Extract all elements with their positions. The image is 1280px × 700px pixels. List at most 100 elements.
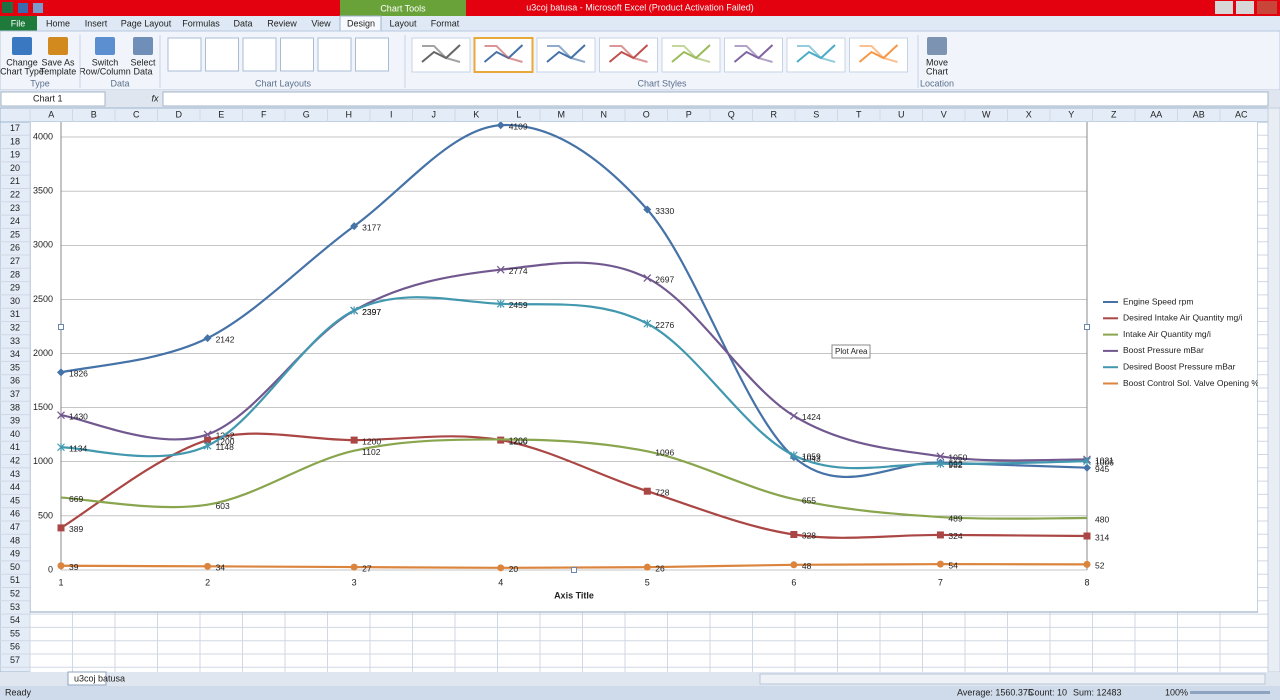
app-icon[interactable] xyxy=(2,2,13,13)
data-label: 2397 xyxy=(362,307,381,317)
column-header: E xyxy=(218,109,224,119)
window-title: u3coj batusa - Microsoft Excel (Product … xyxy=(526,2,754,12)
column-header: AC xyxy=(1235,109,1248,119)
marker xyxy=(643,563,651,571)
chart-area[interactable] xyxy=(30,100,1258,613)
y-tick-label: 0 xyxy=(48,564,53,574)
marker xyxy=(1083,463,1091,472)
fx-button[interactable]: fx xyxy=(151,93,159,103)
row-header: 24 xyxy=(10,216,20,226)
column-header: T xyxy=(856,109,862,119)
data-label: 3330 xyxy=(655,206,674,216)
row-header: 44 xyxy=(10,482,20,492)
formula-input[interactable] xyxy=(162,91,1269,107)
data-label: 328 xyxy=(802,531,816,541)
marker xyxy=(57,562,65,570)
ribbon-tab[interactable]: Data xyxy=(233,18,252,28)
ribbon-tab[interactable]: File xyxy=(11,18,26,28)
save-icon[interactable] xyxy=(18,3,28,13)
restore[interactable] xyxy=(1236,1,1254,14)
data-label: 54 xyxy=(948,560,958,570)
marker xyxy=(57,443,65,452)
row-header: 51 xyxy=(10,575,20,585)
y-tick-label: 3000 xyxy=(33,240,53,250)
legend-label: Intake Air Quantity mg/i xyxy=(1123,329,1211,339)
ribbon-tab[interactable]: Formulas xyxy=(182,18,220,28)
data-label: 324 xyxy=(948,531,962,541)
row-header: 54 xyxy=(10,615,20,625)
close[interactable] xyxy=(1257,1,1277,14)
selection-handle[interactable] xyxy=(1084,324,1090,330)
sheet-tab[interactable]: u3coj batusa xyxy=(74,673,125,683)
row-header: 37 xyxy=(10,389,20,399)
ribbon-tab[interactable]: Home xyxy=(46,18,70,28)
row-header: 40 xyxy=(10,429,20,439)
undo-icon[interactable] xyxy=(33,3,43,13)
context-tab-bg xyxy=(340,0,466,16)
style-thumb-line xyxy=(671,44,711,63)
name-box[interactable] xyxy=(0,91,106,107)
row-header-col xyxy=(0,121,31,673)
row-header: 22 xyxy=(10,190,20,200)
ribbon-button-icon[interactable] xyxy=(12,37,32,55)
column-header: U xyxy=(898,109,905,119)
series-line xyxy=(60,261,1088,462)
column-header: D xyxy=(176,109,183,119)
ribbon-button-icon[interactable] xyxy=(95,37,115,55)
horizontal-scrollbar[interactable] xyxy=(759,673,1266,685)
data-label: 728 xyxy=(655,487,669,497)
zoom-slider[interactable] xyxy=(1190,691,1270,694)
minimize[interactable] xyxy=(1215,1,1233,14)
row-header: 32 xyxy=(10,323,20,333)
layout-thumb[interactable] xyxy=(355,37,389,72)
layout-thumb[interactable] xyxy=(317,37,352,72)
vertical-scrollbar[interactable] xyxy=(1267,107,1280,673)
data-label: 1102 xyxy=(362,447,381,457)
layout-thumb[interactable] xyxy=(205,37,239,72)
row-header: 27 xyxy=(10,256,20,266)
y-tick-label: 500 xyxy=(38,510,53,520)
data-label: 1006 xyxy=(1095,457,1114,467)
data-label: 26 xyxy=(655,563,665,573)
data-label: 669 xyxy=(69,494,83,504)
row-header: 56 xyxy=(10,642,20,652)
selection-handle[interactable] xyxy=(58,324,64,330)
marker xyxy=(203,441,212,450)
layout-thumb[interactable] xyxy=(242,37,277,72)
data-label: 2276 xyxy=(655,320,674,330)
data-label: 34 xyxy=(216,563,226,573)
layout-thumb[interactable] xyxy=(167,37,202,72)
legend-label: Engine Speed rpm xyxy=(1123,296,1193,306)
data-label: 3177 xyxy=(362,222,381,232)
context-tab: Chart Tools xyxy=(380,3,426,13)
marker xyxy=(57,411,65,420)
style-thumb-line2 xyxy=(734,45,773,63)
ribbon-tab[interactable]: Format xyxy=(431,18,460,28)
ribbon-button-icon[interactable] xyxy=(48,37,68,55)
data-label: 314 xyxy=(1095,532,1109,542)
sheet-tab-bg xyxy=(67,671,107,686)
ribbon-tab[interactable]: Insert xyxy=(85,18,108,28)
ribbon-tab[interactable]: Page Layout xyxy=(121,18,172,28)
data-label: 603 xyxy=(216,501,230,511)
row-header: 33 xyxy=(10,336,20,346)
ribbon-tab[interactable]: View xyxy=(311,18,331,28)
ribbon-button-icon[interactable] xyxy=(927,37,947,55)
row-header: 29 xyxy=(10,283,20,293)
selection-handle[interactable] xyxy=(571,567,577,573)
x-tick-label: 5 xyxy=(645,577,650,587)
ribbon-tab[interactable]: Review xyxy=(267,18,297,28)
ribbon-tab[interactable]: Layout xyxy=(389,18,417,28)
data-label: 2397 xyxy=(362,307,381,317)
y-tick-label: 1000 xyxy=(33,456,53,466)
layout-thumb[interactable] xyxy=(280,37,314,72)
marker xyxy=(203,430,212,439)
marker xyxy=(936,560,944,568)
style-thumb-line2 xyxy=(672,45,711,63)
marker xyxy=(497,564,505,572)
data-label: 480 xyxy=(1095,514,1109,524)
ribbon-button-label: Switch xyxy=(92,57,119,67)
ribbon-button-icon[interactable] xyxy=(133,37,153,55)
x-tick-label: 1 xyxy=(58,577,63,587)
ribbon-tab[interactable]: Design xyxy=(347,18,375,28)
